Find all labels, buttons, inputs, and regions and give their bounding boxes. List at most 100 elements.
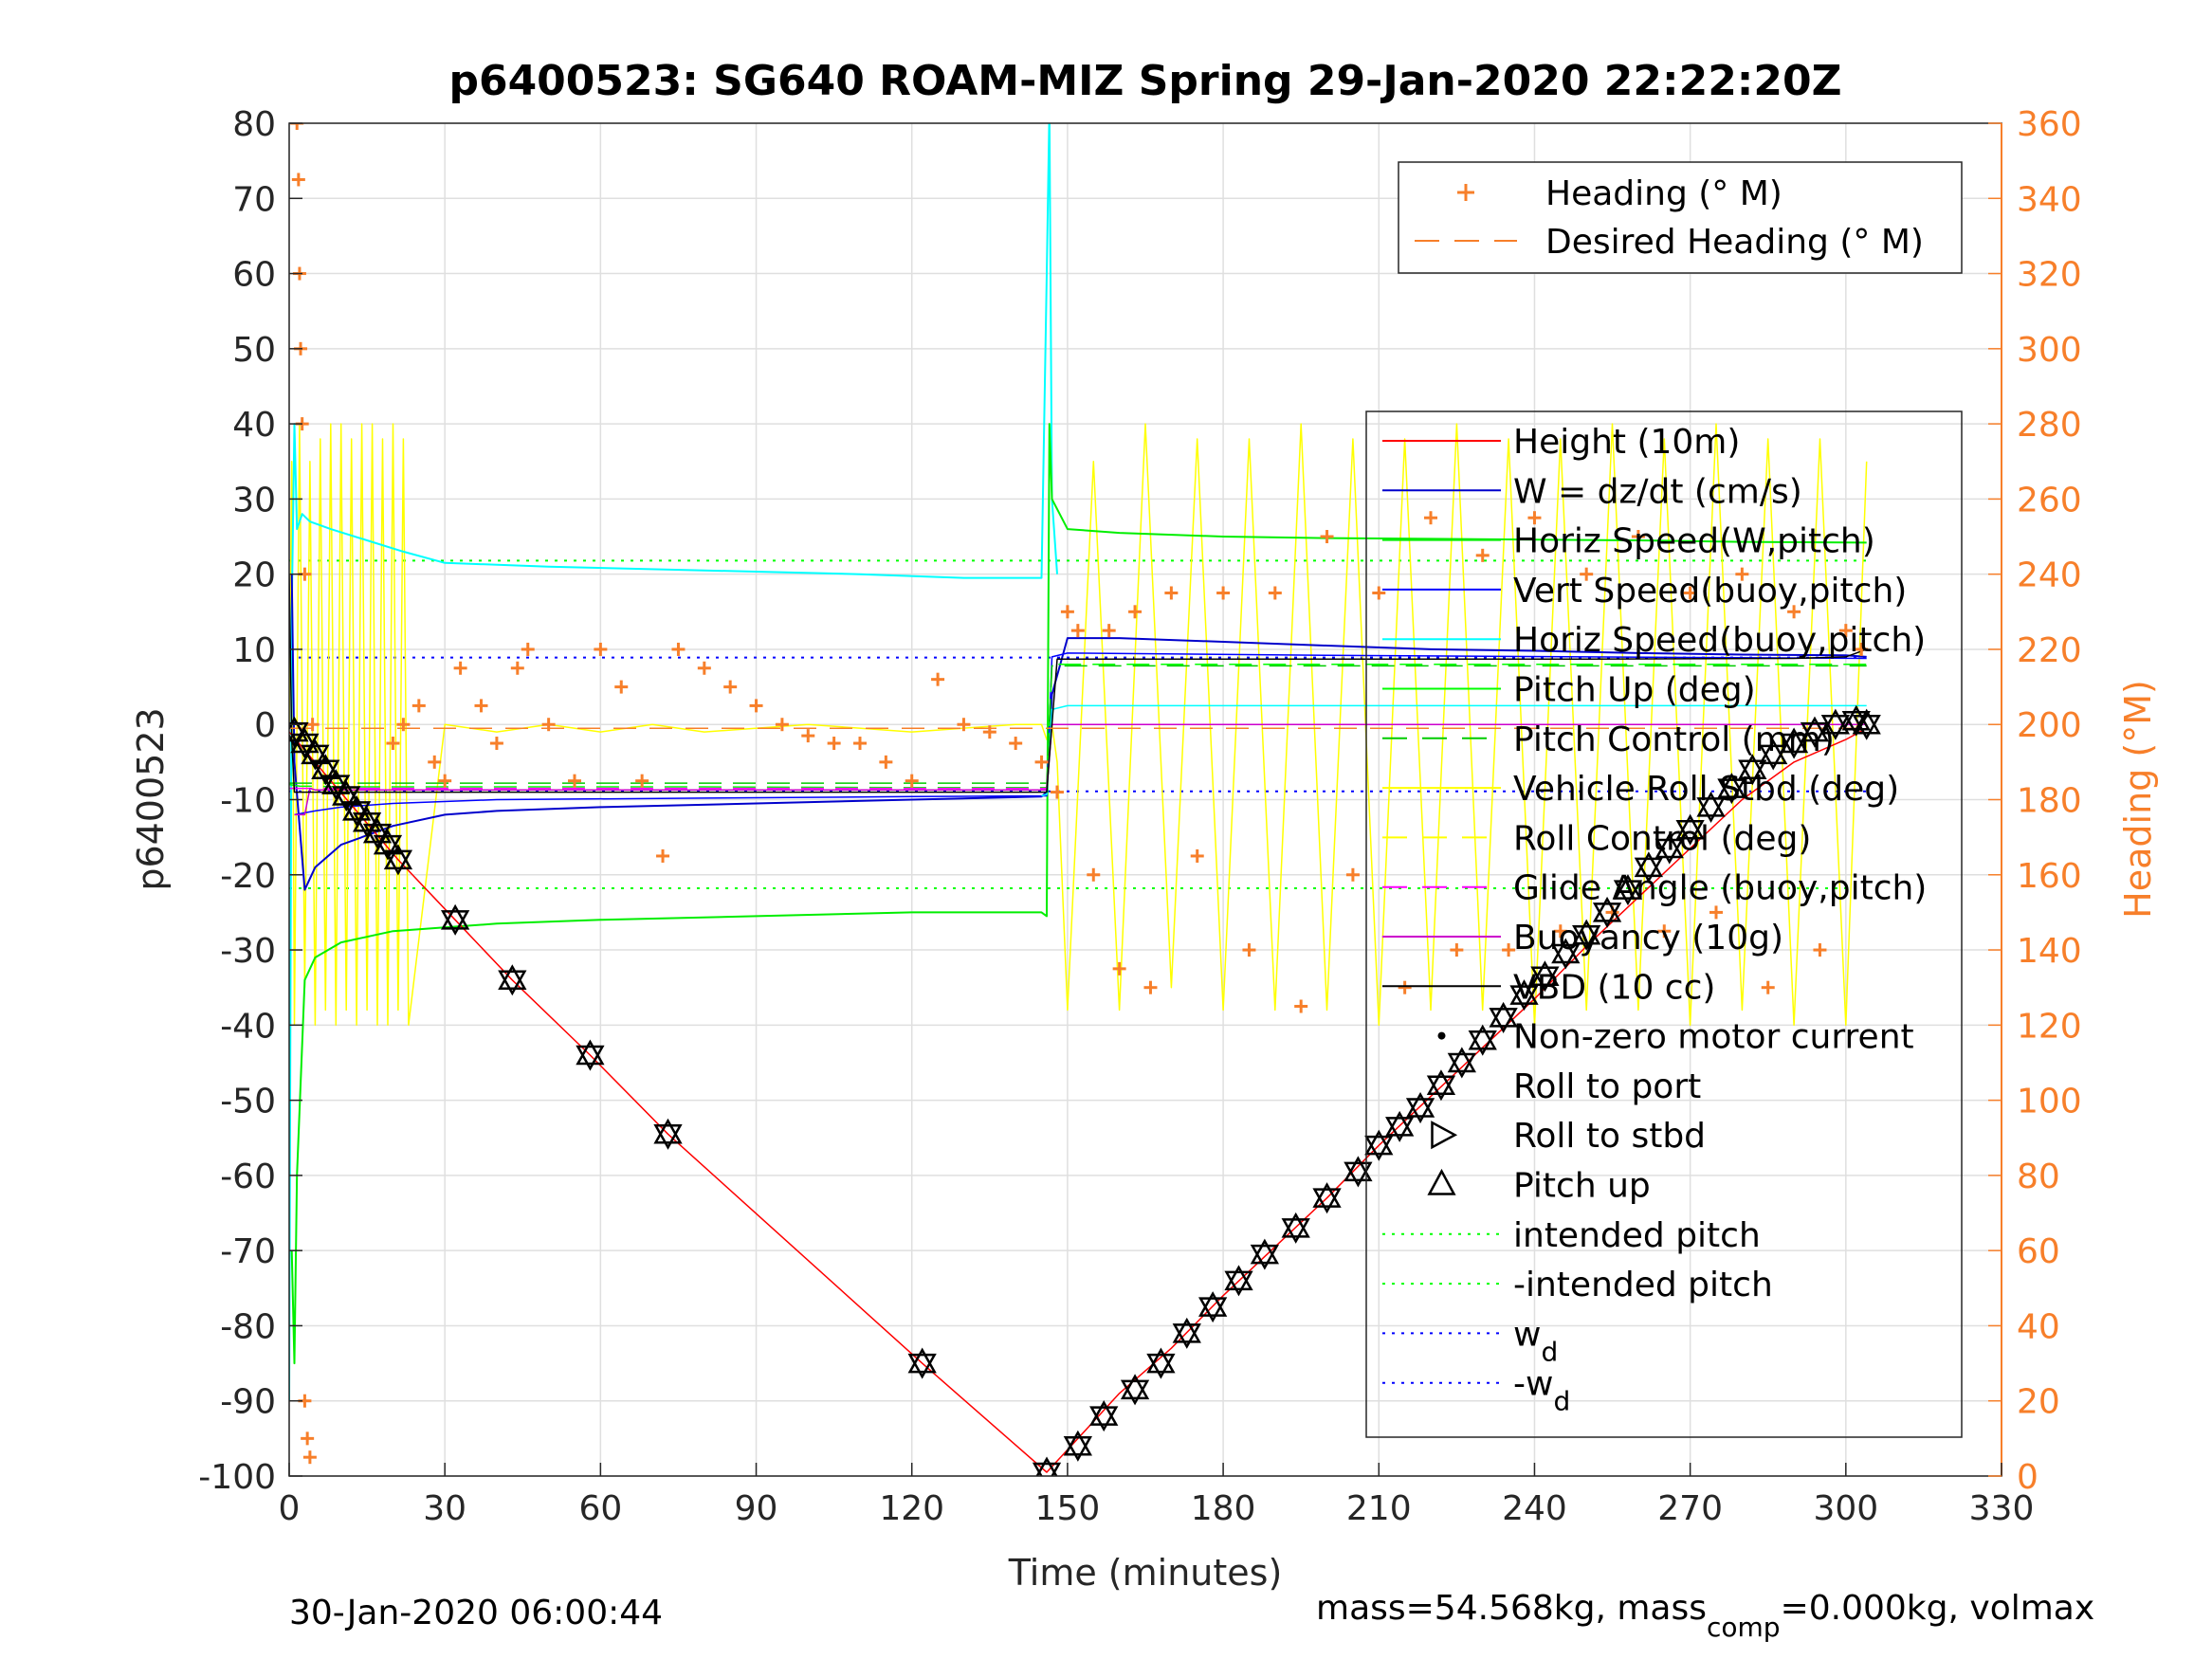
pitch-up-marker: [1312, 1182, 1342, 1214]
y-right-tick-label: 320: [2017, 256, 2082, 295]
heading-point: [1009, 737, 1023, 751]
pitch-up-marker: [1738, 754, 1767, 786]
pitch-up-marker: [1675, 813, 1705, 846]
heading-point: [879, 755, 893, 769]
legend-entry: Horiz Speed(W,pitch): [1382, 522, 1875, 561]
heading-point: [428, 755, 442, 769]
heading-point: [1813, 943, 1827, 957]
series-horiz-speed-cyan: [289, 123, 1058, 1401]
pitch-up-marker: [440, 903, 470, 936]
x-tick-label: 330: [1969, 1489, 2035, 1528]
y-axis-right: 3603403203002802602402202001801601401201…: [1988, 105, 2082, 1497]
heading-point: [749, 699, 763, 713]
heading-point: [827, 737, 841, 751]
heading-point: [1102, 624, 1116, 638]
legend-entry: Roll to stbd: [1431, 1117, 1706, 1156]
legend-label: Vert Speed(buoy,pitch): [1513, 572, 1907, 611]
heading-point: [1761, 980, 1775, 994]
y-tick-label: -30: [220, 932, 276, 971]
y-right-tick-label: 20: [2017, 1383, 2060, 1422]
x-tick-label: 270: [1657, 1489, 1723, 1528]
y-right-tick-label: 280: [2017, 406, 2082, 445]
heading-point: [489, 737, 503, 751]
y-right-tick-label: 200: [2017, 706, 2082, 745]
heading-point: [453, 661, 467, 675]
y-axis-left: 80 70 60 50 40 30 20 10 0 -10 -20 -30 -40 -50 -60 -70 -8…: [198, 105, 302, 1497]
heading-point: [801, 729, 815, 743]
y-tick-label: -80: [220, 1307, 276, 1346]
legend-entry: Buoyancy (10g): [1382, 919, 1783, 957]
heading-point: [396, 718, 411, 732]
pitch-up-marker: [1572, 919, 1601, 951]
pitch-up-marker: [1592, 896, 1622, 928]
y-tick-label: -100: [198, 1458, 276, 1497]
pitch-up-marker: [1530, 960, 1560, 993]
marker-layer: [289, 704, 1881, 1476]
legend-entry: Desired Heading (° M): [1415, 223, 1924, 262]
pitch-up-marker: [1551, 938, 1581, 970]
pitch-up-marker: [1634, 851, 1663, 884]
series-vert-speed-buoy-pitch: [294, 652, 1867, 816]
y-tick-label: 20: [232, 556, 276, 595]
y-tick-label: -50: [220, 1083, 276, 1121]
legend-entry: Horiz Speed(buoy,pitch): [1382, 621, 1926, 660]
pitch-up-marker: [1779, 727, 1809, 759]
heading-point: [1475, 548, 1490, 562]
x-tick-label: 60: [578, 1489, 622, 1528]
footer-mass-info: mass=54.568kg, masscomp=0.000kg, volmax: [1316, 1589, 2094, 1643]
y-right-tick-label: 60: [2017, 1232, 2060, 1271]
pitch-up-marker: [1172, 1317, 1201, 1349]
heading-point: [1060, 605, 1074, 619]
y-right-tick-label: 140: [2017, 932, 2082, 971]
heading-point: [1050, 785, 1064, 799]
y-tick-label: 60: [232, 256, 276, 295]
pitch-up-marker: [1654, 832, 1684, 865]
pitch-up-marker: [1717, 773, 1746, 805]
legend-label: Horiz Speed(W,pitch): [1513, 522, 1875, 561]
legend-label: Glide Angle (buoy,pitch): [1513, 869, 1927, 908]
pitch-up-marker: [498, 964, 527, 996]
heading-point: [905, 774, 919, 788]
pitch-up-marker: [576, 1039, 605, 1071]
legend-label: Roll Control (deg): [1513, 819, 1811, 858]
legend-entry: -intended pitch: [1382, 1266, 1773, 1304]
x-axis: 0 30 60 90 120 150 180 210 240 270 300 330: [279, 1463, 2035, 1528]
heading-point: [635, 774, 649, 788]
heading-point: [1034, 755, 1049, 769]
legend-label: Roll to port: [1513, 1067, 1701, 1106]
series-horiz-speed-w-pitch: [290, 423, 1867, 1365]
heading-point: [1502, 943, 1516, 957]
heading-point: [1527, 511, 1542, 525]
heading-point: [1320, 530, 1334, 544]
heading-point: [1087, 867, 1101, 882]
pitch-up-marker: [1344, 1156, 1373, 1188]
y-tick-label: 50: [232, 331, 276, 370]
legend-label: Horiz Speed(buoy,pitch): [1513, 621, 1926, 660]
pitch-up-marker: [1509, 979, 1539, 1012]
legend-label: -wd: [1513, 1365, 1570, 1417]
legend-label: wd: [1513, 1315, 1558, 1367]
heading-point: [1294, 999, 1308, 1013]
heading-point: [1398, 980, 1412, 994]
heading-point: [290, 123, 304, 130]
legend-entry: Roll Control (deg): [1382, 819, 1811, 858]
legend-entry: Pitch Up (deg): [1382, 671, 1756, 710]
y-right-tick-label: 360: [2017, 105, 2082, 144]
y-right-tick-label: 80: [2017, 1158, 2060, 1196]
heading-point: [1216, 586, 1231, 600]
heading-point: [614, 680, 629, 694]
heading-point: [1190, 848, 1204, 863]
x-tick-label: 180: [1191, 1489, 1256, 1528]
legend-label: Pitch Control (mm): [1513, 720, 1835, 759]
x-tick-label: 0: [279, 1489, 301, 1528]
y-tick-label: 70: [232, 180, 276, 219]
y-tick-label: -20: [220, 857, 276, 896]
pitch-up-marker: [1468, 1024, 1497, 1056]
y-axis-label-left: p6400523: [130, 707, 172, 890]
legend-entry: intended pitch: [1382, 1216, 1761, 1255]
y-tick-label: 0: [254, 706, 276, 745]
heading-point: [521, 642, 535, 656]
legend-main: Height (10m) W = dz/dt (cm/s) Horiz Speed(…: [1365, 410, 1963, 1438]
pitch-up-marker: [383, 844, 413, 876]
